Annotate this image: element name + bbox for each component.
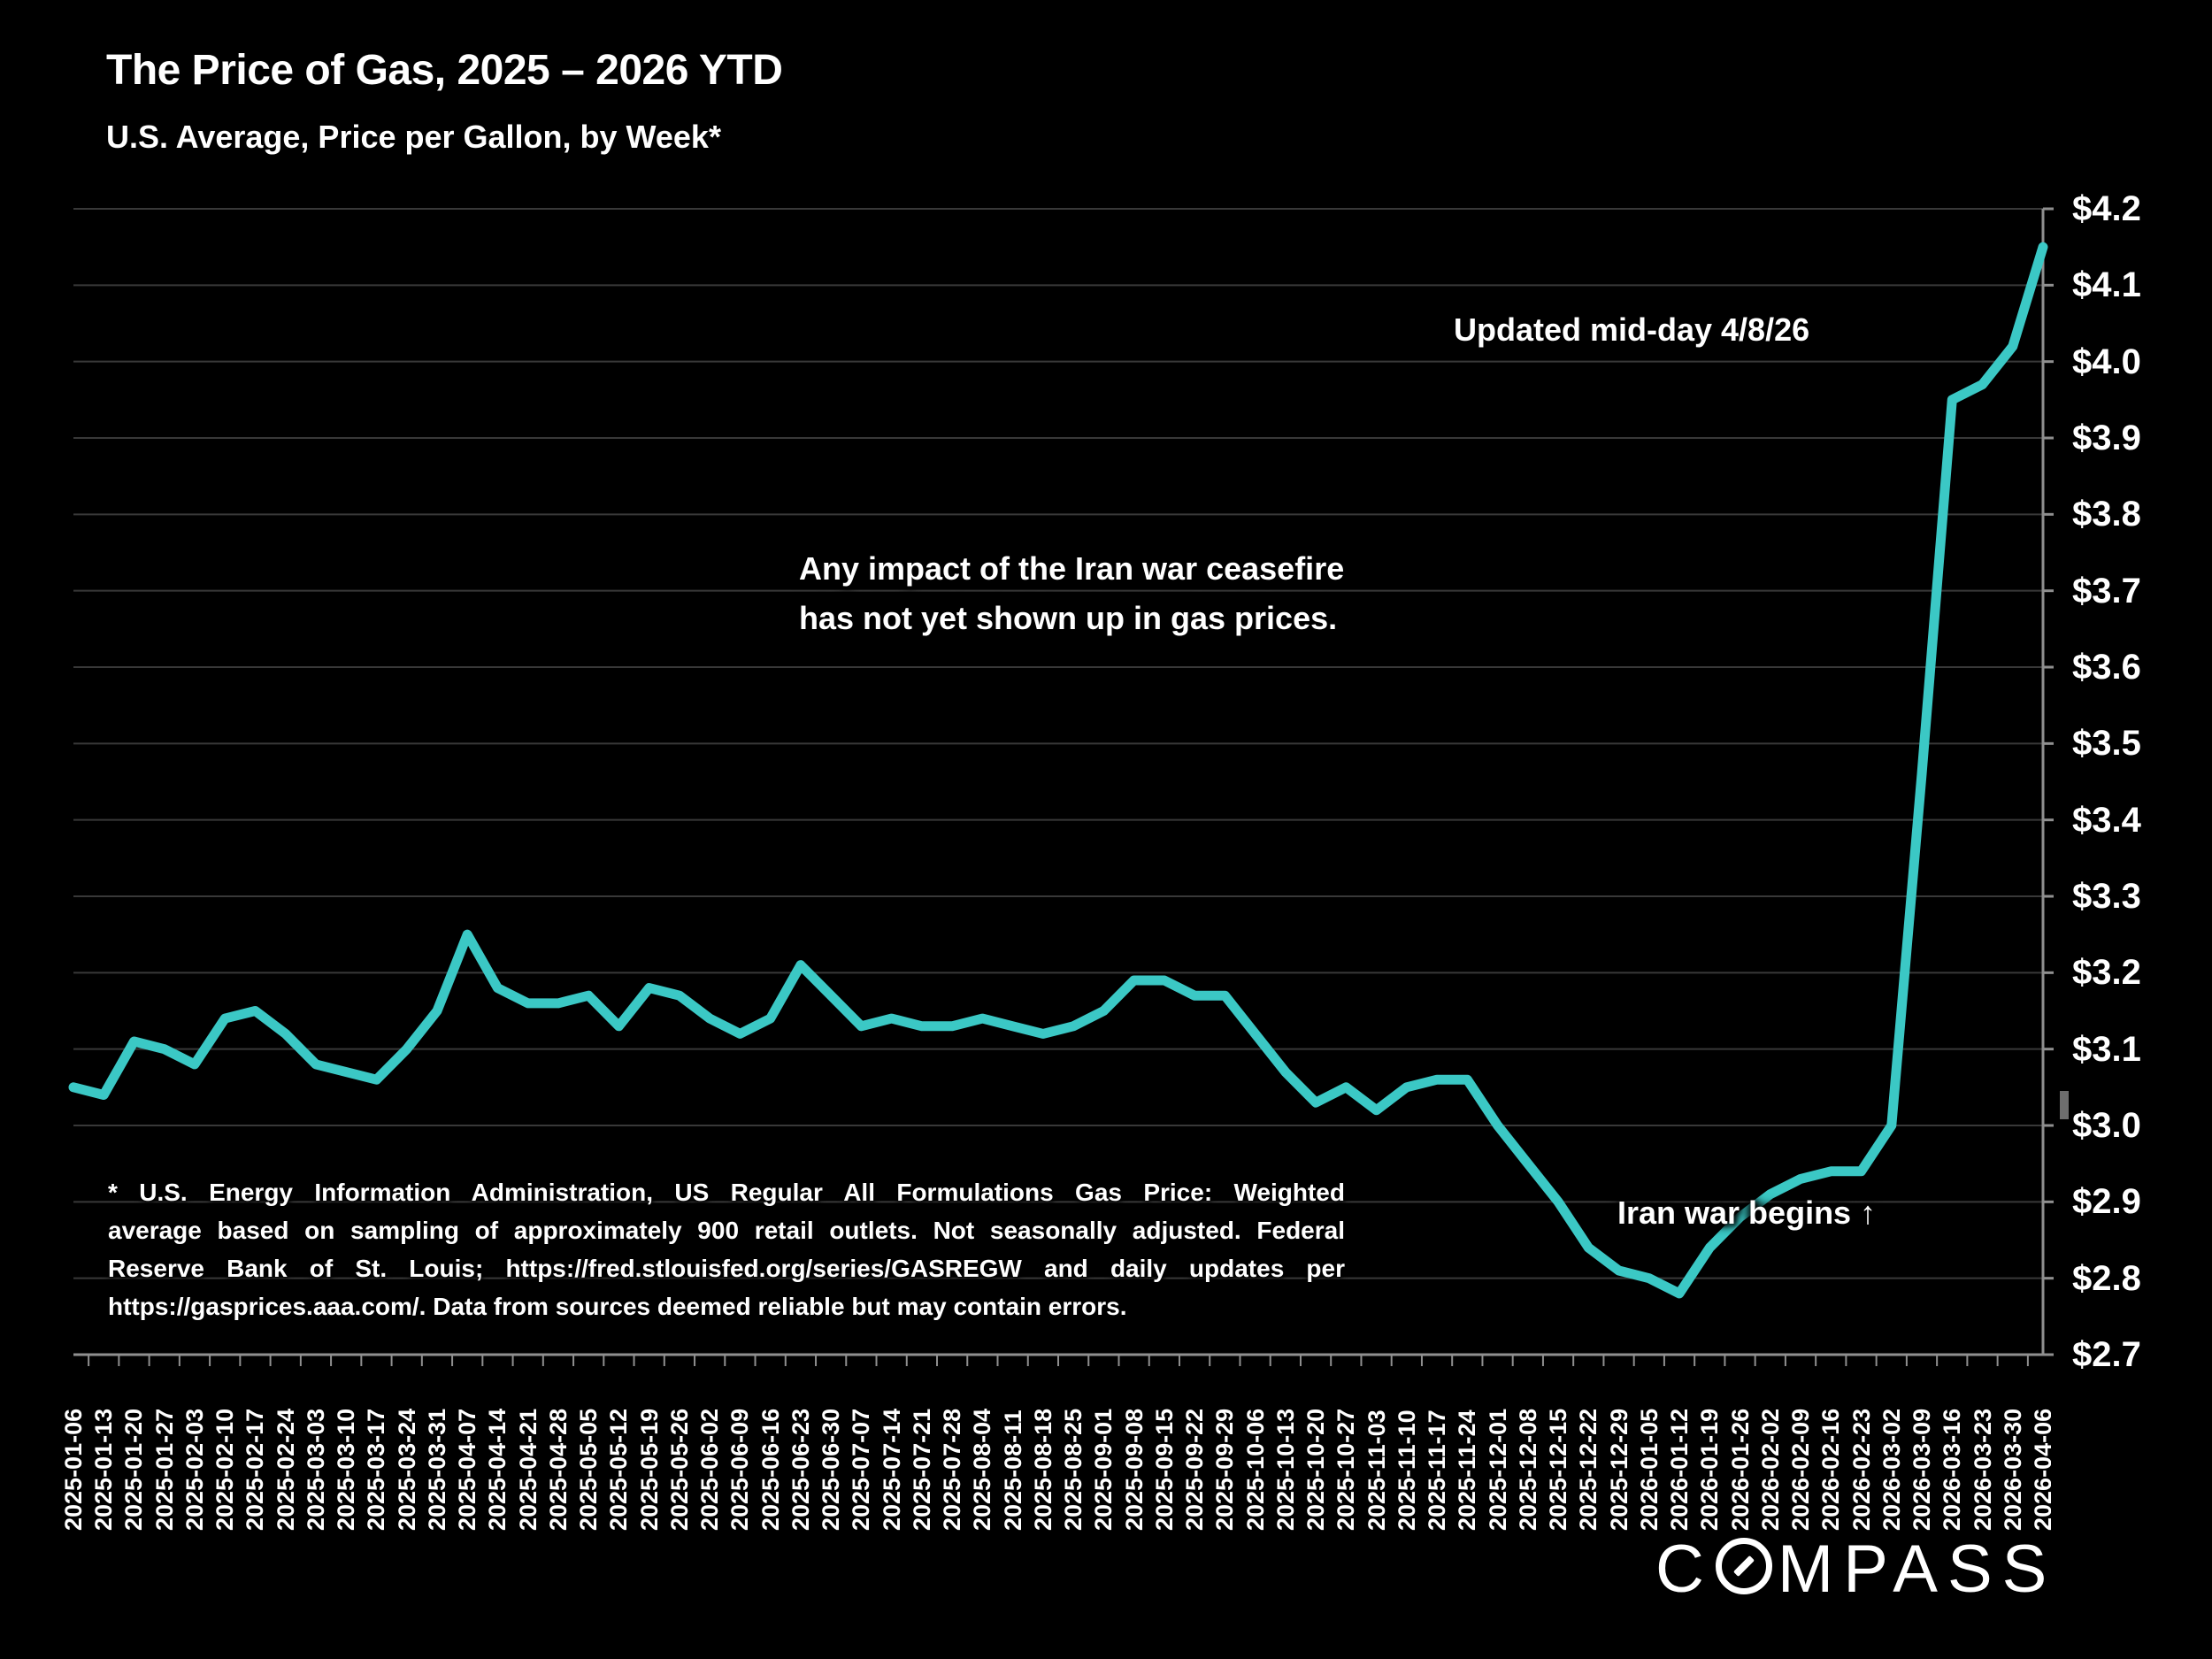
- page-title: The Price of Gas, 2025 – 2026 YTD: [106, 47, 783, 94]
- ceasefire-note-line2: has not yet shown up in gas prices.: [799, 600, 1338, 636]
- compass-logo: C MPASS: [1655, 1531, 2056, 1608]
- y-axis-tick-label: $3.3: [2072, 877, 2141, 916]
- source-footnote: * U.S. Energy Information Administration…: [108, 1173, 1345, 1325]
- y-axis-tick-label: $2.8: [2072, 1258, 2141, 1298]
- iran-war-note: Iran war begins ↑: [1617, 1194, 1877, 1231]
- compass-logo-suffix: MPASS: [1777, 1532, 2057, 1607]
- page-subtitle: U.S. Average, Price per Gallon, by Week*: [106, 119, 721, 155]
- y-axis-tick-label: $3.8: [2072, 495, 2141, 534]
- y-axis-tick-label: $3.0: [2072, 1106, 2141, 1145]
- updated-note: Updated mid-day 4/8/26: [1454, 311, 1810, 348]
- y-axis-tick-label: $4.2: [2072, 189, 2141, 228]
- y-axis-tick-label: $3.6: [2072, 648, 2141, 687]
- y-axis-tick-label: $4.1: [2072, 265, 2141, 305]
- y-axis-tick-label: $3.9: [2072, 419, 2141, 457]
- ceasefire-note-line1: Any impact of the Iran war ceasefire: [799, 550, 1345, 587]
- footnote-line: Reserve Bank of St. Louis; https://fred.…: [108, 1255, 1345, 1282]
- y-axis-tick-label: $3.2: [2072, 953, 2141, 993]
- y-axis-tick-label: $3.4: [2072, 800, 2141, 840]
- footnote-line: https://gasprices.aaa.com/. Data from so…: [108, 1293, 1127, 1320]
- y-axis-tick-label: $2.7: [2072, 1335, 2141, 1374]
- footnote-line: * U.S. Energy Information Administration…: [108, 1179, 1345, 1206]
- y-axis-tick-label: $3.1: [2072, 1029, 2141, 1069]
- ceasefire-note: Any impact of the Iran war ceasefire has…: [799, 544, 1344, 643]
- compass-logo-prefix: C: [1655, 1532, 1714, 1607]
- compass-o-needle-icon: [1715, 1538, 1772, 1594]
- y-axis-tick-label: $3.5: [2072, 724, 2141, 764]
- footnote-line: average based on sampling of approximate…: [108, 1217, 1345, 1244]
- y-axis-tick-label: $2.9: [2072, 1182, 2141, 1222]
- y-axis-tick-label: $3.7: [2072, 571, 2141, 611]
- y-axis-tick-label: $4.0: [2072, 342, 2141, 381]
- axis-artifact: [2060, 1091, 2069, 1119]
